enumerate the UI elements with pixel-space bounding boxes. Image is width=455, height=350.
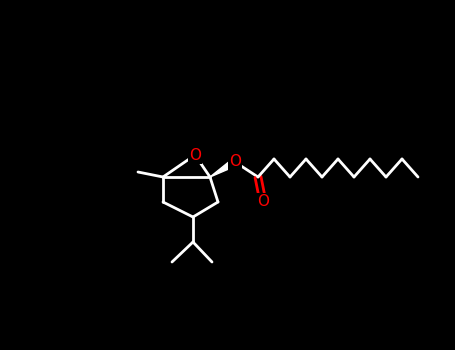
- Text: O: O: [257, 195, 269, 210]
- Text: O: O: [229, 154, 241, 169]
- Polygon shape: [210, 159, 237, 177]
- Text: O: O: [189, 147, 201, 162]
